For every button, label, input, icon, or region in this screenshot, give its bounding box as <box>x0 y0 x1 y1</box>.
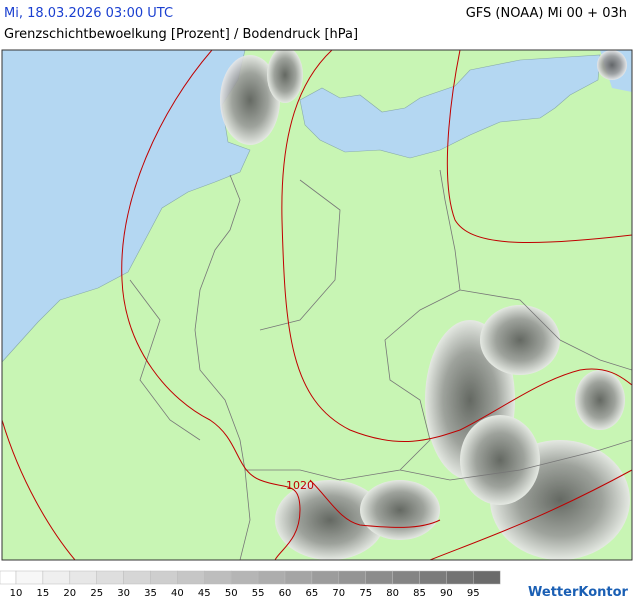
colorbar-tick-label: 95 <box>467 588 480 599</box>
colorbar-box <box>392 570 420 585</box>
colorbar-box <box>69 570 97 585</box>
colorbar-box <box>257 570 286 585</box>
colorbar-box <box>204 570 232 585</box>
colorbar-box <box>123 570 151 585</box>
colorbar-tick-label: 35 <box>144 588 157 599</box>
subtitle: Grenzschichtbewoelkung [Prozent] / Boden… <box>4 27 359 42</box>
colorbar-tick-label: 55 <box>252 588 265 599</box>
colorbar-tick-label: 85 <box>413 588 426 599</box>
colorbar-box <box>230 570 259 585</box>
colorbar-tick-label: 45 <box>198 588 211 599</box>
colorbar-box <box>365 570 393 585</box>
map-area: 1020 <box>2 50 632 560</box>
colorbar-tick-label: 50 <box>225 588 238 599</box>
datetime: Mi, 18.03.2026 03:00 UTC <box>4 6 174 21</box>
colorbar-box <box>284 570 313 585</box>
colorbar-box <box>96 570 124 585</box>
colorbar-tick-label: 15 <box>37 588 50 599</box>
colorbar-tick-label: 75 <box>359 588 372 599</box>
colorbar-tick-label: 70 <box>332 588 345 599</box>
colorbar-box <box>446 570 474 585</box>
colorbar-box <box>311 570 340 585</box>
colorbar-tick-label: 30 <box>117 588 130 599</box>
colorbar-box <box>419 570 447 585</box>
colorbar-box <box>177 570 205 585</box>
baltic-sea <box>299 54 601 159</box>
borders <box>129 169 632 560</box>
colorbar-tick-label: 65 <box>306 588 319 599</box>
colorbar-tick-label: 20 <box>63 588 76 599</box>
colorbar-tick-label: 10 <box>10 588 23 599</box>
colorbar-tick-label: 25 <box>90 588 103 599</box>
colorbar-box <box>338 570 366 585</box>
colorbar-box <box>150 570 178 585</box>
colorbar-tick-label: 60 <box>279 588 292 599</box>
colorbar-tick-label: 40 <box>171 588 184 599</box>
colorbar-tick-label: 90 <box>440 588 453 599</box>
colorbar-box <box>42 570 71 585</box>
logo: WetterKontor <box>528 585 629 600</box>
cloud-cover <box>220 50 630 560</box>
model-run: GFS (NOAA) Mi 00 + 03h <box>465 6 627 21</box>
colorbar-box <box>473 570 501 585</box>
colorbar-tick-label: 80 <box>386 588 399 599</box>
isobar-label: 1020 <box>286 479 314 492</box>
colorbar-box <box>15 570 44 585</box>
map-frame <box>1 49 633 561</box>
colorbar-box <box>0 570 17 585</box>
isobars <box>2 50 632 560</box>
colorbar: 10 15 20 25 30 35 40 45 50 55 60 65 70 75 80 85 90 95 <box>0 570 501 599</box>
